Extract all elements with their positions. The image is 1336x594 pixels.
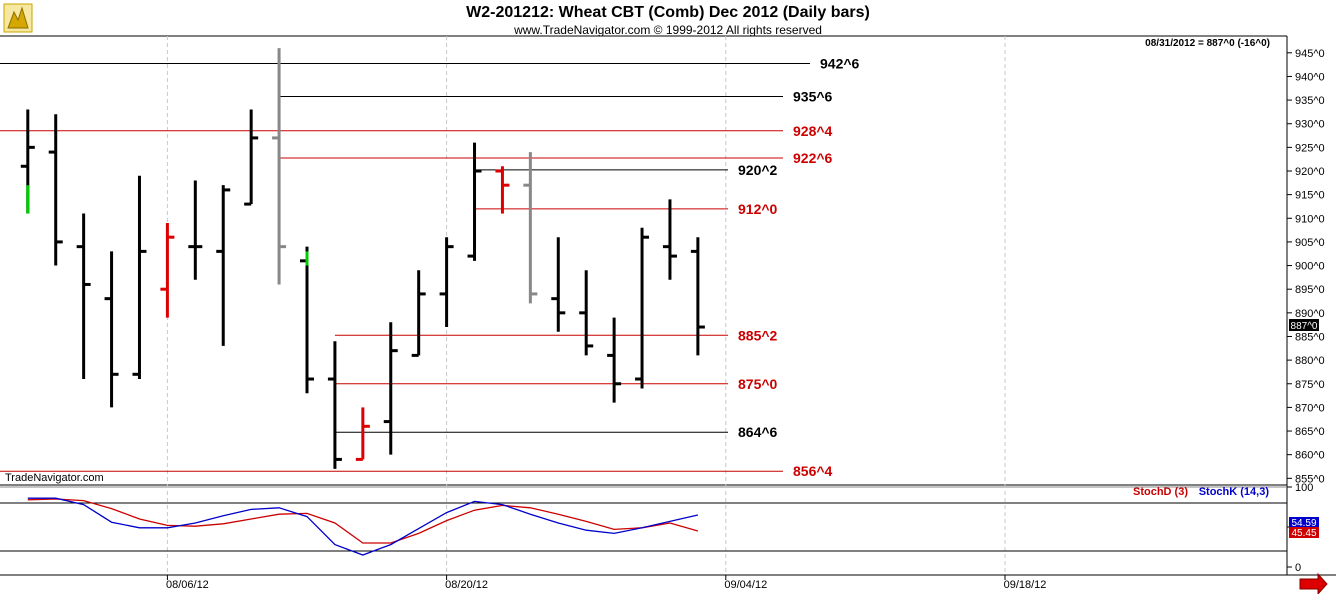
price-tick-label: 930^0 bbox=[1295, 119, 1325, 131]
date-tick-label: 08/20/12 bbox=[445, 579, 488, 591]
price-tick-label: 935^0 bbox=[1295, 95, 1325, 107]
date-tick-label: 08/06/12 bbox=[166, 579, 209, 591]
copyright-text: www.TradeNavigator.com © 1999-2012 All r… bbox=[513, 23, 822, 37]
price-tick-label: 875^0 bbox=[1295, 379, 1325, 391]
price-tick-label: 900^0 bbox=[1295, 261, 1325, 273]
level-label: 856^4 bbox=[793, 463, 833, 479]
stochk-value-box bbox=[1289, 517, 1319, 527]
ohlc-bars bbox=[20, 48, 705, 469]
stochk-legend: StochK (14,3) bbox=[1199, 486, 1270, 498]
chart-frame bbox=[0, 35, 1336, 576]
stoch-tick-label: 100 bbox=[1295, 482, 1313, 494]
price-tick-label: 925^0 bbox=[1295, 142, 1325, 154]
level-label: 912^0 bbox=[738, 201, 778, 217]
date-tick-label: 09/18/12 bbox=[1004, 579, 1047, 591]
stochd-value: 45.45 bbox=[1291, 528, 1316, 539]
price-levels: 942^6 935^6 928^4 922^6 920^2 912^0 885^2 875^0… bbox=[0, 55, 860, 479]
date-tick-label: 09/04/12 bbox=[724, 579, 767, 591]
stoch-series-line bbox=[27, 498, 699, 544]
level-label: 920^2 bbox=[738, 162, 778, 178]
price-tick-label: 890^0 bbox=[1295, 308, 1325, 320]
price-tick-label: 920^0 bbox=[1295, 166, 1325, 178]
level-label: 885^2 bbox=[738, 327, 778, 343]
level-label: 928^4 bbox=[793, 123, 833, 139]
stochastic-panel: 100500 bbox=[0, 482, 1313, 574]
price-tick-label: 865^0 bbox=[1295, 426, 1325, 438]
date-axis: 08/06/12 08/20/12 09/04/12 09/18/12 bbox=[166, 575, 1046, 591]
current-price-label: 887^0 bbox=[1291, 321, 1318, 332]
price-axis: 945^0 940^0 935^0 930^0 925^0 920^0 915^0 910^0… bbox=[1287, 48, 1325, 485]
level-label: 942^6 bbox=[820, 55, 860, 71]
stoch-tick-label: 0 bbox=[1295, 562, 1301, 574]
current-price-box bbox=[1289, 319, 1319, 331]
scroll-right-arrow-icon[interactable] bbox=[1299, 572, 1328, 594]
price-tick-label: 855^0 bbox=[1295, 473, 1325, 485]
stochk-value: 54.59 bbox=[1291, 518, 1316, 529]
stochd-value-box bbox=[1289, 527, 1319, 538]
logo-icon bbox=[3, 3, 33, 33]
stoch-series-line bbox=[27, 497, 699, 556]
level-label: 864^6 bbox=[738, 424, 778, 440]
watermark-text: TradeNavigator.com bbox=[5, 472, 104, 484]
price-tick-label: 915^0 bbox=[1295, 190, 1325, 202]
price-tick-label: 945^0 bbox=[1295, 48, 1325, 60]
level-label: 875^0 bbox=[738, 376, 778, 392]
price-tick-label: 885^0 bbox=[1295, 331, 1325, 343]
price-tick-label: 905^0 bbox=[1295, 237, 1325, 249]
price-tick-label: 910^0 bbox=[1295, 213, 1325, 225]
price-tick-label: 940^0 bbox=[1295, 71, 1325, 83]
stochd-legend: StochD (3) bbox=[1133, 486, 1188, 498]
price-tick-label: 860^0 bbox=[1295, 450, 1325, 462]
price-tick-label: 880^0 bbox=[1295, 355, 1325, 367]
price-tick-label: 895^0 bbox=[1295, 284, 1325, 296]
price-tick-label: 870^0 bbox=[1295, 402, 1325, 414]
quote-readout: 08/31/2012 = 887^0 (-16^0) bbox=[1145, 38, 1270, 49]
level-label: 935^6 bbox=[793, 89, 833, 105]
level-label: 922^6 bbox=[793, 150, 833, 166]
chart-title: W2-201212: Wheat CBT (Comb) Dec 2012 (Da… bbox=[466, 4, 870, 21]
